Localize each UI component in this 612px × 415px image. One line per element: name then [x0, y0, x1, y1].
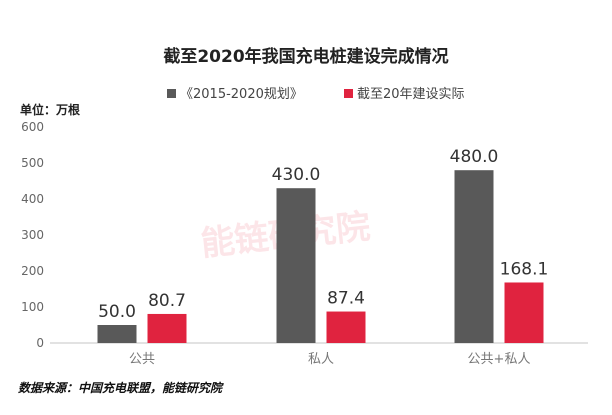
y-tick-label: 200: [21, 264, 44, 278]
y-tick-label: 600: [21, 120, 44, 134]
data-label: 168.1: [500, 259, 549, 279]
source-note: 数据来源：中国充电联盟，能链研究院: [18, 381, 224, 395]
y-tick-label: 500: [21, 156, 44, 170]
x-tick-label: 公共+私人: [468, 352, 531, 367]
bars: 50.0 80.7 430.0 87.4 480.0 168.1: [97, 147, 549, 343]
data-label: 430.0: [272, 165, 321, 185]
data-label: 480.0: [450, 147, 499, 167]
data-label: 80.7: [148, 291, 186, 311]
y-axis: 0 100 200 300 400 500 600: [21, 120, 44, 350]
x-tick-label: 公共: [129, 352, 155, 367]
bar-actual: [147, 313, 187, 343]
unit-label: 单位：万根: [20, 102, 80, 117]
legend-swatch-plan: [167, 89, 176, 98]
y-tick-label: 400: [21, 192, 44, 206]
legend: 《2015-2020规划》 截至20年建设实际: [167, 87, 465, 102]
x-axis: 公共 私人 公共+私人: [129, 352, 530, 367]
legend-swatch-actual: [344, 89, 353, 98]
bar-plan: [97, 325, 137, 343]
data-label: 50.0: [98, 302, 136, 322]
y-tick-label: 300: [21, 228, 44, 242]
legend-label-actual: 截至20年建设实际: [357, 87, 465, 102]
data-label: 87.4: [327, 289, 365, 309]
bar-plan: [454, 170, 494, 343]
y-tick-label: 100: [21, 300, 44, 314]
legend-label-plan: 《2015-2020规划》: [180, 87, 303, 102]
bar-actual: [504, 282, 544, 343]
x-tick-label: 私人: [308, 352, 334, 367]
y-tick-label: 0: [36, 336, 44, 350]
bar-plan: [276, 188, 316, 343]
bar-actual: [326, 311, 366, 343]
chart-title: 截至2020年我国充电桩建设完成情况: [163, 46, 448, 67]
